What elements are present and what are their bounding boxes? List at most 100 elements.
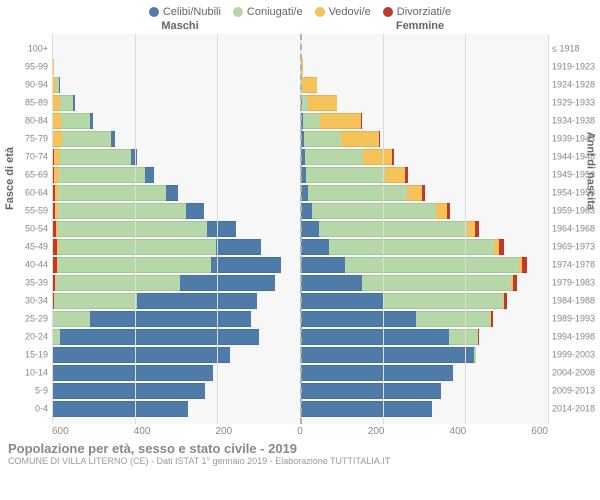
age-label: 40-44	[4, 261, 52, 270]
bar-segment	[467, 221, 474, 237]
female-half	[300, 310, 548, 328]
legend-item-celibi: Celibi/Nubili	[149, 6, 221, 18]
male-half	[52, 238, 300, 256]
legend-swatch	[149, 7, 159, 17]
female-half	[300, 148, 548, 166]
male-half	[52, 148, 300, 166]
bar-segment	[522, 257, 527, 273]
bar-segment	[303, 113, 320, 129]
male-half	[52, 382, 300, 400]
male-half	[52, 400, 300, 418]
birth-year-label: 1974-1978	[548, 261, 598, 270]
female-half	[300, 382, 548, 400]
bar-segment	[302, 77, 316, 93]
bar-segment	[447, 203, 450, 219]
x-tick-label: 400	[134, 426, 151, 437]
x-tick-label: 600	[52, 426, 69, 437]
age-label: 90-94	[4, 81, 52, 90]
female-half	[300, 274, 548, 292]
bar-segment	[363, 149, 392, 165]
chart-title: Popolazione per età, sesso e stato civil…	[8, 441, 592, 456]
male-half	[52, 220, 300, 238]
male-half	[52, 364, 300, 382]
chart-area: 100+≤ 191895-991919-192390-941924-192885…	[52, 34, 548, 424]
gender-labels: Maschi Femmine	[0, 20, 600, 34]
female-half	[300, 328, 548, 346]
bar-segment	[300, 275, 362, 291]
bar-segment	[111, 131, 115, 147]
x-tick-label: 200	[215, 426, 232, 437]
age-label: 70-74	[4, 153, 52, 162]
bar-segment	[475, 221, 479, 237]
bar-segment	[362, 275, 511, 291]
label-female: Femmine	[300, 20, 540, 32]
birth-year-label: 1939-1943	[548, 135, 598, 144]
male-half	[52, 130, 300, 148]
legend-swatch	[315, 7, 325, 17]
bar-segment	[180, 275, 275, 291]
birth-year-label: 1954-1958	[548, 189, 598, 198]
bar-segment	[56, 275, 180, 291]
legend-swatch	[383, 7, 393, 17]
age-label: 25-29	[4, 315, 52, 324]
bar-segment	[59, 167, 146, 183]
birth-year-label: 1969-1973	[548, 243, 598, 252]
birth-year-label: 1984-1988	[548, 297, 598, 306]
bar-segment	[300, 293, 383, 309]
grid-line	[217, 34, 218, 424]
female-half	[300, 238, 548, 256]
bar-segment	[499, 239, 504, 255]
bar-segment	[59, 77, 60, 93]
bar-segment	[61, 113, 90, 129]
bar-segment	[308, 185, 407, 201]
bar-segment	[416, 311, 490, 327]
age-label: 80-84	[4, 117, 52, 126]
bar-segment	[131, 149, 137, 165]
bar-segment	[300, 383, 441, 399]
bar-segment	[207, 221, 236, 237]
bar-segment	[300, 347, 474, 363]
chart-subtitle: COMUNE DI VILLA LITERNO (CE) - Dati ISTA…	[8, 456, 592, 466]
age-label: 5-9	[4, 387, 52, 396]
bar-segment	[329, 239, 494, 255]
bar-segment	[345, 257, 519, 273]
female-half	[300, 112, 548, 130]
age-label: 0-4	[4, 405, 52, 414]
birth-year-label: 2014-2018	[548, 405, 598, 414]
grid-line	[52, 34, 53, 424]
bar-segment	[422, 185, 425, 201]
bar-segment	[320, 113, 361, 129]
male-half	[52, 256, 300, 274]
birth-year-label: 2004-2008	[548, 369, 598, 378]
bar-segment	[300, 329, 449, 345]
birth-year-label: 1999-2003	[548, 351, 598, 360]
age-label: 45-49	[4, 243, 52, 252]
birth-year-label: 1979-1983	[548, 279, 598, 288]
bar-segment	[60, 329, 258, 345]
legend-item-divorziati: Divorziati/e	[383, 6, 451, 18]
legend-label: Vedovi/e	[329, 6, 371, 18]
bar-segment	[186, 203, 205, 219]
bar-segment	[52, 347, 230, 363]
female-half	[300, 40, 548, 58]
bar-segment	[52, 95, 60, 111]
bar-segment	[306, 167, 385, 183]
age-label: 95-99	[4, 63, 52, 72]
bar-segment	[341, 131, 378, 147]
bar-segment	[308, 95, 337, 111]
male-half	[52, 346, 300, 364]
bar-segment	[478, 329, 479, 345]
bar-segment	[73, 95, 75, 111]
age-label: 35-39	[4, 279, 52, 288]
birth-year-label: 1934-1938	[548, 117, 598, 126]
bar-segment	[211, 257, 281, 273]
female-half	[300, 292, 548, 310]
grid-line	[383, 34, 384, 424]
x-tick-label: 0	[297, 426, 303, 437]
bar-segment	[319, 221, 468, 237]
male-half	[52, 328, 300, 346]
legend: Celibi/Nubili Coniugati/e Vedovi/e Divor…	[0, 0, 600, 20]
bar-segment	[300, 257, 345, 273]
birth-year-label: 1929-1933	[548, 99, 598, 108]
bar-segment	[53, 311, 90, 327]
